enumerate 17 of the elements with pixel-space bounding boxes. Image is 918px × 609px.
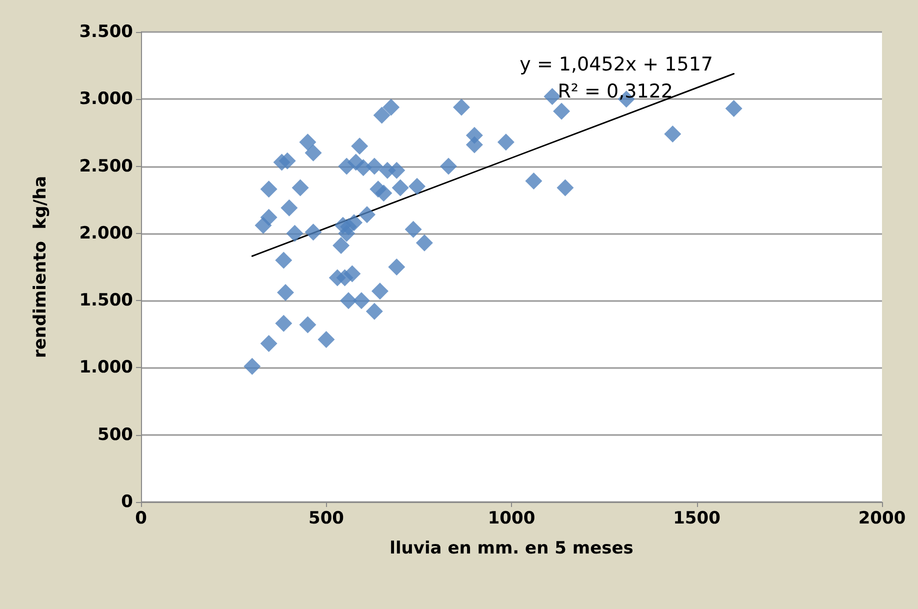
- y-tick-label: 500: [98, 424, 134, 445]
- y-tick-label: 3.500: [79, 22, 134, 42]
- y-tick-label: 1.500: [79, 290, 134, 311]
- x-tick-label: 1000: [488, 508, 536, 528]
- annotation: R² = 0,3122: [558, 80, 674, 102]
- x-tick-label: 500: [308, 508, 344, 528]
- x-tick-label: 1500: [673, 508, 721, 528]
- y-tick-label: 1.000: [79, 358, 134, 378]
- annotation: y = 1,0452x + 1517: [520, 54, 714, 76]
- x-axis-title: lluvia en mm. en 5 meses: [390, 538, 634, 558]
- y-axis-title: rendimiento kg/ha: [30, 176, 50, 358]
- y-tick-label: 2.000: [79, 223, 134, 244]
- y-tick-label: 3.000: [79, 89, 134, 110]
- x-tick-label: 2000: [858, 508, 906, 528]
- y-tick-label: 0: [121, 492, 134, 512]
- y-tick-label: 2.500: [79, 156, 134, 176]
- x-tick-label: 0: [135, 508, 148, 528]
